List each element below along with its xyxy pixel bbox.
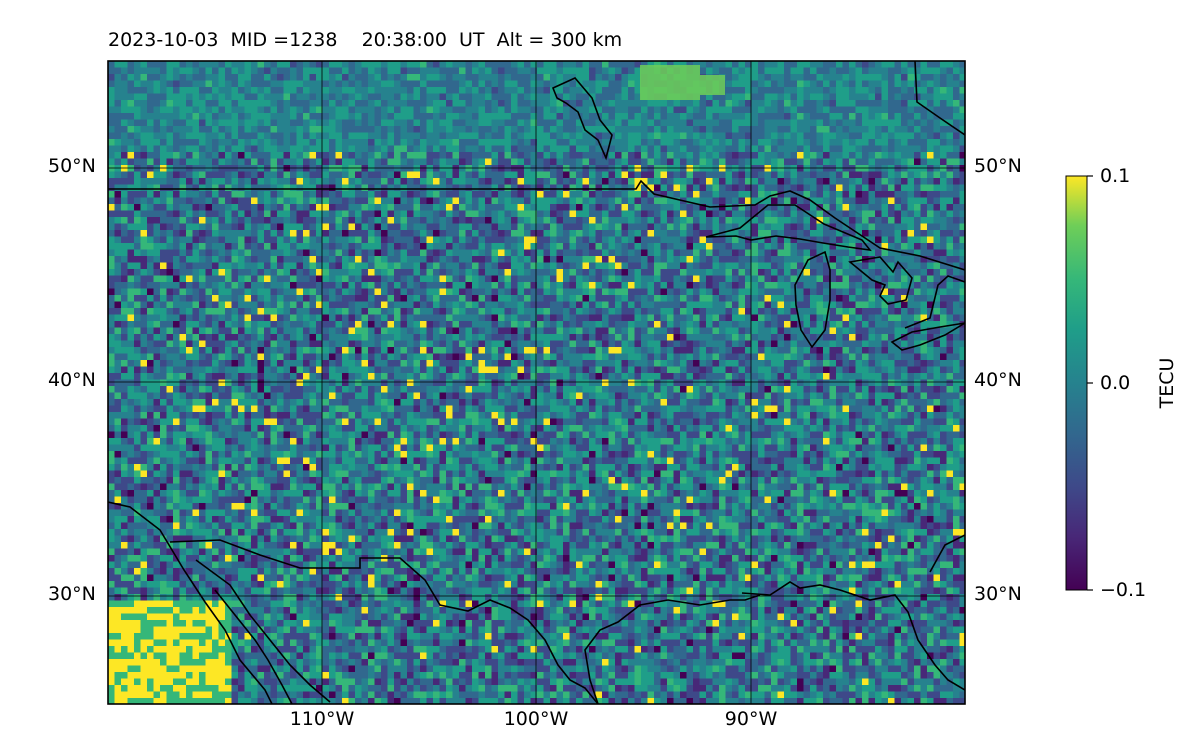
lake-superior	[705, 204, 872, 252]
gridlines	[108, 61, 965, 704]
gulf-coast-louisiana	[741, 581, 965, 691]
lat-label-50n-left: 50°N	[48, 155, 96, 177]
lat-label-50n-right: 50°N	[974, 155, 1022, 177]
lake-michigan	[794, 250, 831, 349]
pacific-coast	[108, 501, 273, 704]
baja-peninsula	[214, 589, 293, 704]
us-mexico-border	[169, 539, 599, 704]
colorbar-tick-min: −0.1	[1100, 579, 1147, 601]
map-title: 2023-10-03 MID =1238 20:38:00 UT Alt = 3…	[108, 29, 623, 51]
gulf-coast-texas	[584, 594, 761, 704]
lon-label-90w: 90°W	[724, 708, 778, 730]
lake-erie	[890, 322, 965, 351]
colorbar-label: TECU	[1156, 357, 1178, 409]
hudson-bay-east-coast	[914, 61, 965, 136]
lon-label-100w: 100°W	[503, 708, 569, 730]
lon-label-110w: 110°W	[289, 708, 355, 730]
michigan-thumb	[904, 275, 965, 329]
lat-label-40n-right: 40°N	[974, 369, 1022, 391]
lat-label-30n-left: 30°N	[48, 583, 96, 605]
florida-atlantic-coast	[929, 534, 965, 573]
coastlines-borders	[108, 61, 965, 704]
map-frame	[107, 60, 966, 705]
hudson-bay-coast	[551, 77, 613, 161]
colorbar-ticks	[1087, 175, 1093, 591]
sierra-madre-coast	[195, 559, 331, 703]
tec-heatmap	[108, 61, 965, 704]
us-canada-border	[108, 179, 965, 271]
lat-label-30n-right: 30°N	[974, 583, 1022, 605]
lake-huron	[848, 256, 913, 305]
colorbar-tick-max: 0.1	[1100, 165, 1131, 187]
colorbar	[1065, 175, 1088, 591]
colorbar-tick-mid: 0.0	[1100, 372, 1131, 394]
lat-label-40n-left: 40°N	[48, 369, 96, 391]
